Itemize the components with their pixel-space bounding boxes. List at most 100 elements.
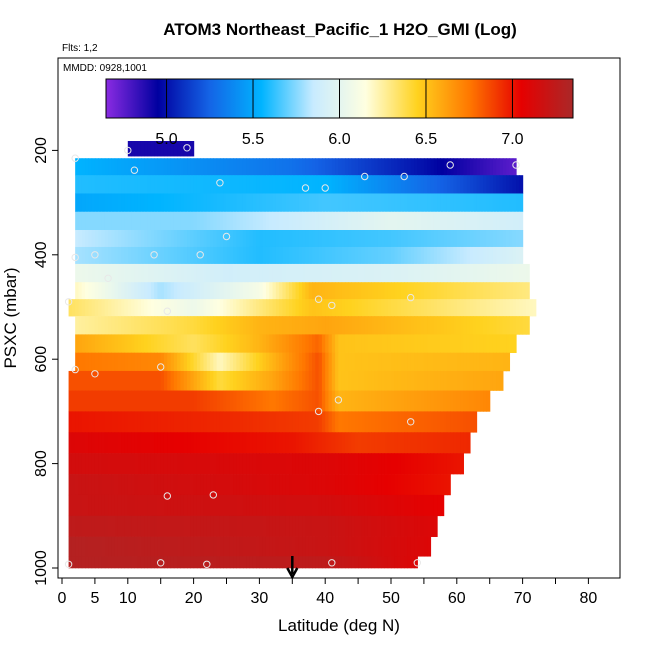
heatmap-cell (361, 411, 366, 433)
heatmap-cell (190, 432, 195, 454)
heatmap-cell (315, 536, 320, 557)
heatmap-cell (492, 193, 497, 213)
heatmap-cell (104, 453, 109, 475)
heatmap-cell (463, 370, 468, 391)
heatmap-cell (256, 282, 260, 300)
heatmap-cell (348, 556, 353, 569)
heatmap-cell (456, 263, 461, 283)
heatmap-cell (414, 432, 418, 454)
heatmap-cell (150, 141, 155, 157)
heatmap-cell (427, 370, 432, 391)
heatmap-cell (443, 453, 448, 475)
heatmap-cell (400, 556, 405, 569)
heatmap-cell (226, 390, 231, 412)
heatmap-cell (414, 316, 418, 335)
heatmap-cell (417, 193, 422, 213)
heatmap-cell (289, 556, 293, 569)
heatmap-cell (417, 494, 422, 517)
heatmap-cell (252, 432, 257, 454)
heatmap-cell (298, 515, 303, 537)
heatmap-cell (183, 193, 188, 213)
heatmap-cell (131, 282, 135, 300)
heatmap-cell (190, 370, 195, 391)
heatmap-cell (68, 370, 73, 391)
heatmap-cell (134, 299, 139, 317)
heatmap-cell (446, 334, 451, 353)
heatmap-cell (344, 316, 349, 335)
heatmap-cell (157, 211, 162, 231)
x-tick-label: 70 (514, 590, 532, 607)
heatmap-cell (335, 299, 339, 317)
heatmap-cell (229, 370, 234, 391)
heatmap-cell (269, 474, 274, 496)
heatmap-cell (265, 494, 270, 517)
heatmap-cell (127, 411, 132, 433)
heatmap-cell (506, 299, 511, 317)
heatmap-cell (367, 158, 372, 176)
heatmap-cell (219, 536, 224, 557)
heatmap-cell (364, 536, 369, 557)
heatmap-cell (68, 474, 73, 496)
heatmap-cell (233, 193, 237, 213)
heatmap-cell (279, 352, 284, 372)
heatmap-cell (167, 211, 172, 231)
heatmap-cell (354, 556, 359, 569)
heatmap-cell (384, 453, 389, 475)
heatmap-cell (75, 432, 80, 454)
heatmap-cell (292, 175, 297, 194)
heatmap-cell (315, 193, 320, 213)
heatmap-cell (312, 556, 316, 569)
heatmap-cell (486, 390, 491, 412)
heatmap-cell (391, 175, 395, 194)
heatmap-cell (111, 494, 116, 517)
heatmap-cell (167, 352, 172, 372)
heatmap-cell (282, 158, 287, 176)
heatmap-cell (282, 246, 287, 265)
heatmap-cell (75, 282, 80, 300)
heatmap-cell (397, 494, 402, 517)
heatmap-cell (252, 474, 257, 496)
heatmap-cell (140, 411, 145, 433)
heatmap-cell (219, 370, 224, 391)
heatmap-cell (364, 515, 369, 537)
heatmap-cell (427, 175, 432, 194)
heatmap-cell (476, 175, 481, 194)
heatmap-cell (124, 474, 129, 496)
heatmap-cell (117, 370, 122, 391)
heatmap-cell (88, 158, 93, 176)
heatmap-cell (289, 474, 293, 496)
heatmap-cell (367, 211, 372, 231)
heatmap-cell (371, 536, 376, 557)
heatmap-cell (98, 453, 103, 475)
heatmap-cell (219, 175, 224, 194)
heatmap-cell (216, 334, 221, 353)
heatmap-cell (206, 536, 211, 557)
sample-point (130, 166, 139, 174)
heatmap-cell (285, 246, 290, 265)
heatmap-cell (331, 316, 336, 335)
flights-note: Flts: 1,2 (62, 43, 98, 54)
heatmap-cell (111, 556, 116, 569)
heatmap-cell (91, 390, 96, 412)
heatmap-cell (246, 474, 251, 496)
heatmap-cell (417, 175, 422, 194)
heatmap-cell (111, 352, 116, 372)
heatmap-cell (312, 211, 316, 231)
heatmap-cell (417, 334, 422, 353)
heatmap-cell (361, 370, 366, 391)
heatmap-cell (410, 494, 415, 517)
heatmap-cell (499, 370, 504, 391)
heatmap-cell (98, 193, 103, 213)
heatmap-cell (223, 556, 228, 569)
heatmap-cell (78, 474, 83, 496)
heatmap-cell (124, 230, 129, 248)
heatmap-cell (163, 370, 168, 391)
heatmap-cell (147, 474, 152, 496)
heatmap-cell (289, 175, 293, 194)
heatmap-cell (210, 370, 214, 391)
heatmap-cell (190, 316, 195, 335)
heatmap-cell (423, 246, 428, 265)
heatmap-cell (252, 158, 257, 176)
heatmap-cell (147, 193, 152, 213)
heatmap-cell (78, 175, 83, 194)
